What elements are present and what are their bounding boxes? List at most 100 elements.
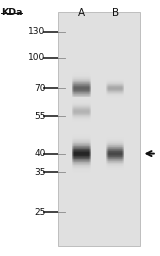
- Bar: [108, 83, 109, 84]
- Bar: [110, 161, 111, 162]
- Bar: [86, 161, 87, 162]
- Bar: [106, 155, 107, 156]
- Bar: [116, 77, 117, 78]
- Bar: [81, 101, 82, 102]
- Bar: [90, 70, 91, 71]
- Bar: [83, 89, 84, 90]
- Bar: [89, 81, 90, 82]
- Bar: [114, 148, 115, 149]
- Bar: [119, 134, 120, 135]
- Bar: [107, 172, 108, 173]
- Bar: [80, 133, 81, 134]
- Bar: [86, 116, 87, 117]
- Bar: [107, 146, 108, 147]
- Bar: [115, 138, 116, 139]
- Bar: [82, 93, 83, 94]
- Bar: [90, 171, 91, 172]
- Bar: [74, 160, 75, 161]
- Bar: [118, 159, 119, 160]
- Bar: [119, 141, 120, 142]
- Bar: [80, 137, 81, 138]
- Bar: [122, 84, 123, 85]
- Bar: [113, 92, 114, 93]
- Bar: [80, 88, 81, 89]
- Bar: [79, 88, 80, 89]
- Bar: [78, 132, 79, 133]
- Bar: [107, 94, 108, 95]
- Bar: [82, 167, 83, 168]
- Bar: [80, 154, 81, 155]
- Bar: [75, 135, 76, 136]
- Bar: [87, 80, 88, 81]
- Bar: [122, 136, 123, 137]
- Bar: [74, 135, 75, 136]
- Bar: [115, 100, 116, 101]
- Bar: [107, 79, 108, 80]
- Bar: [84, 121, 85, 122]
- Bar: [88, 124, 89, 125]
- Bar: [89, 163, 90, 164]
- Bar: [110, 137, 111, 138]
- Bar: [81, 138, 82, 139]
- Bar: [108, 86, 109, 87]
- Bar: [115, 171, 116, 172]
- Bar: [107, 92, 108, 93]
- Bar: [80, 166, 81, 167]
- Bar: [83, 165, 84, 166]
- Bar: [87, 139, 88, 140]
- Bar: [83, 98, 84, 99]
- Bar: [74, 85, 75, 86]
- Bar: [75, 108, 76, 109]
- Bar: [114, 154, 115, 155]
- Bar: [87, 75, 88, 76]
- Bar: [90, 152, 91, 153]
- Bar: [122, 92, 123, 93]
- Bar: [90, 81, 91, 82]
- Bar: [72, 99, 73, 100]
- Bar: [123, 88, 124, 89]
- Bar: [83, 172, 84, 173]
- Bar: [89, 142, 90, 143]
- Bar: [90, 93, 91, 94]
- Bar: [86, 162, 87, 163]
- Bar: [75, 102, 76, 103]
- Bar: [80, 86, 81, 87]
- Bar: [73, 81, 74, 82]
- Bar: [77, 149, 78, 150]
- Bar: [83, 78, 84, 79]
- Bar: [81, 166, 82, 167]
- Bar: [80, 107, 81, 108]
- Bar: [89, 132, 90, 133]
- Bar: [74, 156, 75, 157]
- Bar: [83, 104, 84, 105]
- Bar: [88, 163, 89, 164]
- Bar: [83, 112, 84, 113]
- Bar: [106, 86, 107, 87]
- Bar: [119, 147, 120, 148]
- Bar: [84, 77, 85, 78]
- Bar: [106, 166, 107, 167]
- Bar: [115, 164, 116, 165]
- Bar: [80, 145, 81, 146]
- Bar: [121, 138, 122, 139]
- Bar: [87, 86, 88, 87]
- Bar: [85, 157, 86, 158]
- Bar: [118, 85, 119, 86]
- Bar: [84, 93, 85, 94]
- Bar: [115, 156, 116, 157]
- Bar: [84, 101, 85, 102]
- Bar: [85, 85, 86, 86]
- Bar: [117, 85, 118, 86]
- Bar: [115, 161, 116, 162]
- Bar: [119, 97, 120, 98]
- Bar: [90, 76, 91, 77]
- Bar: [88, 76, 89, 77]
- Bar: [75, 121, 76, 122]
- Bar: [78, 148, 79, 149]
- Bar: [78, 75, 79, 76]
- Bar: [112, 95, 113, 96]
- Bar: [88, 104, 89, 105]
- Bar: [72, 145, 73, 146]
- Bar: [114, 170, 115, 171]
- Bar: [113, 150, 114, 151]
